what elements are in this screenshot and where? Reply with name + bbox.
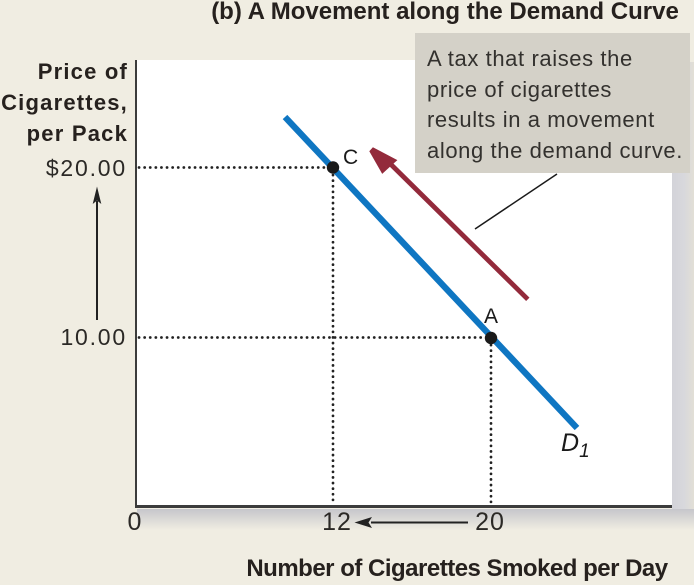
svg-text:D1: D1 bbox=[561, 429, 590, 462]
